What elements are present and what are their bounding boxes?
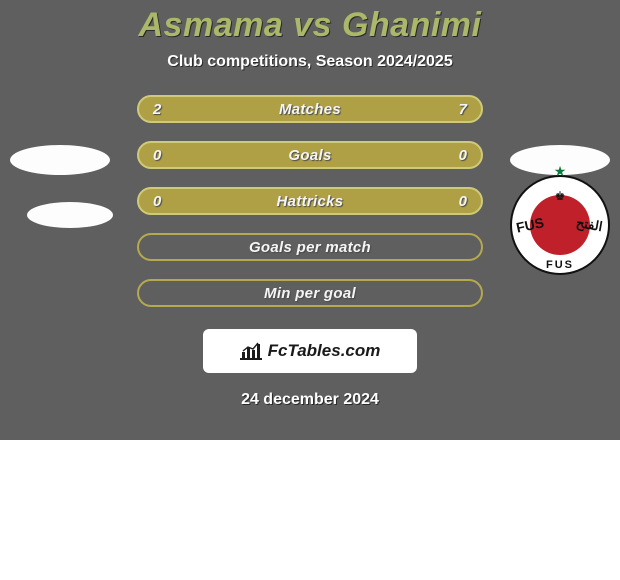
stat-label: Matches <box>279 101 341 118</box>
left-team-logo-2 <box>20 165 120 265</box>
stat-right-value: 0 <box>459 147 467 164</box>
star-icon: ★ <box>554 163 567 180</box>
bar-chart-icon <box>240 342 262 360</box>
stat-row-goals-per-match: Goals per match <box>137 233 483 261</box>
crest-text-bottom: FUS <box>546 259 574 271</box>
stat-row-hattricks: 0 Hattricks 0 <box>137 187 483 215</box>
stat-right-value: 0 <box>459 193 467 210</box>
stat-label: Goals per match <box>249 239 371 256</box>
date-line: 24 december 2024 <box>0 391 620 409</box>
stat-left-value: 0 <box>153 193 161 210</box>
stat-label: Hattricks <box>277 193 344 210</box>
stat-row-goals: 0 Goals 0 <box>137 141 483 169</box>
brand-box[interactable]: FcTables.com <box>203 329 417 373</box>
page-title: Asmama vs Ghanimi <box>0 0 620 45</box>
stat-label: Min per goal <box>264 285 356 302</box>
brand-text: FcTables.com <box>268 341 381 361</box>
stat-left-value: 0 <box>153 147 161 164</box>
club-crest-icon: ★ ♚ FUS الفتح FUS <box>510 175 610 275</box>
page-subtitle: Club competitions, Season 2024/2025 <box>0 53 620 71</box>
stat-right-value: 7 <box>459 101 467 118</box>
stat-row-matches: 2 Matches 7 <box>137 95 483 123</box>
crown-icon: ♚ <box>555 189 566 203</box>
comparison-panel: Asmama vs Ghanimi Club competitions, Sea… <box>0 0 620 440</box>
right-team-logo-2: ★ ♚ FUS الفتح FUS <box>510 175 610 275</box>
stat-row-min-per-goal: Min per goal <box>137 279 483 307</box>
placeholder-icon <box>27 202 113 228</box>
stat-left-value: 2 <box>153 101 161 118</box>
stat-label: Goals <box>288 147 331 164</box>
